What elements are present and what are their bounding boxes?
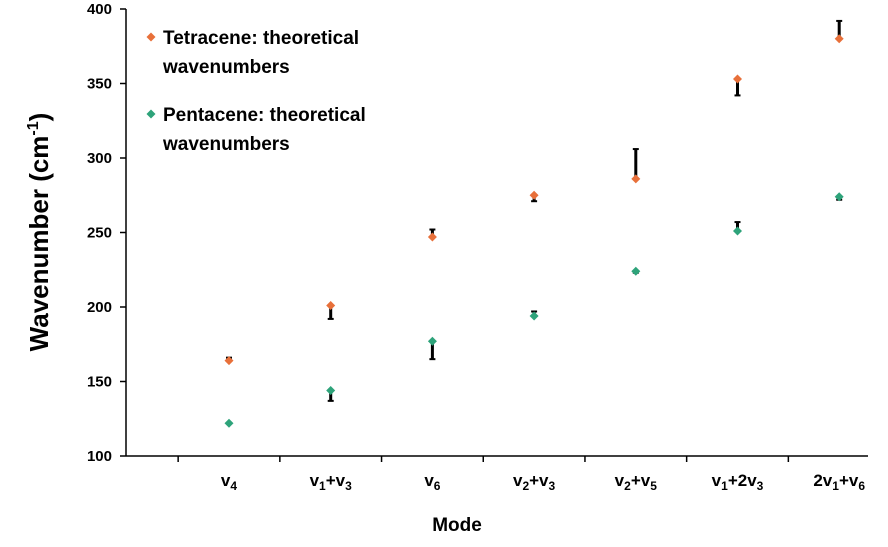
y-tick-label: 250 — [87, 225, 112, 242]
legend-label: Pentacene: theoretical — [163, 105, 366, 126]
legend-label-line2: wavenumbers — [162, 57, 290, 78]
series-0-point — [326, 301, 336, 311]
y-tick-label: 150 — [87, 374, 112, 391]
x-tick-label-subscript: 1 — [832, 479, 839, 493]
y-axis-title-end: ) — [24, 113, 54, 122]
legend-label-line2: wavenumbers — [162, 134, 290, 155]
y-tick-label: 400 — [87, 1, 112, 18]
x-tick-label-subscript: 2 — [624, 479, 631, 493]
x-tick-label-subscript: 3 — [757, 479, 764, 493]
error-bars — [226, 19, 843, 402]
series-1-point — [529, 311, 539, 321]
x-tick-label-part: v — [424, 471, 434, 490]
series-1-point — [427, 336, 437, 346]
x-tick-label-subscript: 6 — [434, 479, 441, 493]
x-tick-label-part: v — [310, 471, 320, 490]
x-tick-label-part: v — [615, 471, 625, 490]
series-0-point — [834, 34, 844, 44]
y-tick-label: 350 — [87, 76, 112, 93]
series-0-point — [224, 356, 234, 366]
x-axis-title: Mode — [432, 515, 482, 536]
x-tick-label-part: v — [513, 471, 523, 490]
x-tick-label-part: +v — [839, 471, 859, 490]
series-0-point — [733, 74, 742, 84]
y-tick-label: 100 — [87, 448, 112, 465]
y-axis-title: Wavenumber (cm-1) — [24, 113, 54, 352]
x-tick-label-part: v — [221, 471, 231, 490]
series-0-point — [529, 190, 539, 200]
x-tick-label-part: +2v — [728, 471, 757, 490]
legend-marker — [146, 32, 156, 42]
x-tick-label: v2+v3 — [513, 471, 556, 493]
x-tick-label-subscript: 3 — [549, 479, 556, 493]
x-tick-label: 2v1+v6 — [813, 471, 865, 493]
series-0-point — [427, 232, 437, 242]
x-tick-label-subscript: 3 — [345, 479, 352, 493]
series-1-point — [834, 192, 844, 202]
series-1-point — [733, 226, 742, 236]
x-tick-label-subscript: 5 — [650, 479, 657, 493]
series-1-point — [326, 385, 336, 395]
x-tick-label: v1+v3 — [310, 471, 353, 493]
x-tick-label-part: +v — [529, 471, 549, 490]
y-tick-label: 200 — [87, 299, 112, 316]
x-tick-label-subscript: 2 — [522, 479, 529, 493]
legend-marker — [146, 109, 156, 119]
series-0-point — [631, 174, 641, 184]
x-tick-label: v6 — [424, 471, 440, 493]
x-tick-label-subscript: 4 — [230, 479, 237, 493]
x-tick-label-subscript: 6 — [858, 479, 865, 493]
x-tick-label-part: v — [712, 471, 722, 490]
x-axis-category-labels: v4 v1+v3 v6 v2+v3 v2+v5 v1+2v3 2v1+v6 — [177, 456, 865, 493]
series-1-point — [631, 266, 641, 276]
legend-label: Tetracene: theoretical — [163, 28, 359, 49]
x-tick-label-subscript: 1 — [319, 479, 326, 493]
series-1-point — [224, 418, 234, 428]
x-tick-label-part: 2v — [813, 471, 832, 490]
y-axis-ticks: 100 150 200 250 300 350 400 — [87, 1, 126, 465]
x-tick-label-part: +v — [326, 471, 346, 490]
data-points — [224, 34, 844, 428]
legend: Tetracene: theoretical wavenumbers Pentace… — [146, 28, 366, 155]
x-tick-label: v4 — [221, 471, 237, 493]
x-tick-label: v2+v5 — [615, 471, 658, 493]
y-axis-title-superscript: -1 — [25, 121, 42, 135]
y-tick-label: 300 — [87, 150, 112, 167]
x-tick-label-part: +v — [631, 471, 651, 490]
x-tick-label: v1+2v3 — [712, 471, 764, 493]
x-tick-label-subscript: 1 — [721, 479, 728, 493]
y-axis-title-main: Wavenumber (cm — [24, 136, 54, 352]
